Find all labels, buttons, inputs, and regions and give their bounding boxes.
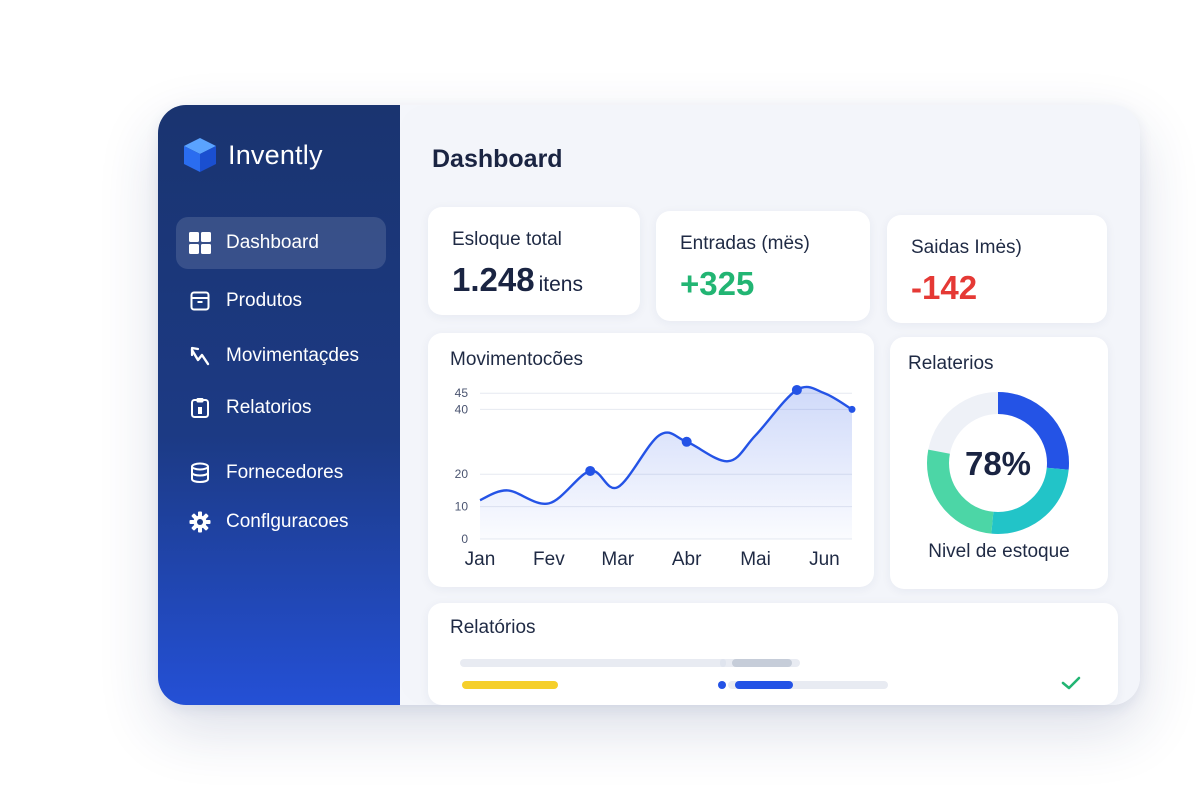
reports-card-title: Relatórios bbox=[450, 617, 536, 638]
box-icon bbox=[188, 289, 212, 313]
y-tick-label: 40 bbox=[455, 402, 469, 416]
stat-number: 1.248 bbox=[452, 261, 535, 298]
stat-label: Entradas (mës) bbox=[680, 233, 810, 254]
grid-icon bbox=[188, 231, 212, 255]
y-tick-label: 45 bbox=[455, 386, 469, 400]
stat-card-total-stock: Esloque total 1.248 itens bbox=[428, 207, 640, 315]
x-tick-label: Abr bbox=[672, 549, 702, 570]
y-tick-label: 0 bbox=[461, 532, 468, 546]
donut-segment-blue bbox=[927, 392, 1069, 534]
sidebar-item-dashboard[interactable]: Dashboard bbox=[176, 217, 386, 269]
cube-logo-icon bbox=[184, 138, 216, 172]
data-point bbox=[791, 384, 802, 395]
data-point bbox=[681, 436, 692, 447]
data-point bbox=[585, 465, 596, 476]
check-icon bbox=[1061, 676, 1081, 690]
stat-label: Saidas Imės) bbox=[911, 237, 1022, 258]
stat-value: +325 bbox=[680, 265, 755, 302]
stat-card-exits: Saidas Imės) -142 bbox=[887, 215, 1107, 323]
main-content: Dashboard Esloque total 1.248 itens Entra… bbox=[400, 105, 1140, 705]
database-icon bbox=[188, 461, 212, 485]
donut-percent-label: 78% bbox=[965, 445, 1031, 482]
donut-card-title: Relaterios bbox=[908, 353, 994, 374]
page-title: Dashboard bbox=[432, 145, 563, 173]
report-row-placeholder bbox=[460, 659, 800, 667]
chart-title: Movimentocões bbox=[450, 349, 584, 370]
movements-chart-card: Movimentocões 0 10 20 40 45 Jan Fev Mar Abr Mai Ju… bbox=[428, 333, 874, 587]
stat-card-entries: Entradas (mës) +325 bbox=[656, 211, 870, 321]
line-chart: 0 10 20 40 45 Jan Fev Mar Abr Mai Jun bbox=[455, 384, 856, 570]
report-progress-blue bbox=[735, 681, 793, 689]
donut-caption: Nivel de estoque bbox=[928, 541, 1070, 562]
sidebar-item-label: Relatorios bbox=[226, 397, 312, 418]
report-row-placeholder bbox=[728, 681, 888, 689]
sidebar-item-fornecedores[interactable]: Fornecedores bbox=[176, 447, 386, 499]
stat-value: -142 bbox=[911, 269, 978, 306]
stat-unit: itens bbox=[538, 273, 583, 296]
gear-icon bbox=[188, 510, 212, 534]
stat-value: 1.248 itens bbox=[452, 261, 583, 299]
brand[interactable]: Invently bbox=[180, 135, 323, 175]
y-tick-label: 10 bbox=[455, 500, 469, 514]
reports-card: Relatórios bbox=[428, 603, 1118, 705]
sidebar-item-label: Fornecedores bbox=[226, 462, 344, 483]
x-tick-label: Mai bbox=[740, 549, 771, 570]
donut-segment-teal bbox=[927, 392, 1069, 534]
sidebar-item-label: Movimentaçdes bbox=[226, 345, 360, 366]
report-dot bbox=[720, 659, 726, 667]
report-dot bbox=[718, 681, 726, 689]
app-window: Invently Dashboard Produtos Movimentaçde… bbox=[158, 105, 1140, 705]
sidebar-item-label: Produtos bbox=[226, 290, 303, 311]
data-point bbox=[848, 405, 856, 413]
donut-chart: 78% bbox=[927, 392, 1069, 534]
trend-arrow-icon bbox=[188, 344, 212, 368]
x-tick-label: Jun bbox=[809, 549, 840, 570]
x-tick-label: Mar bbox=[601, 549, 634, 570]
stat-label: Esloque total bbox=[452, 229, 562, 250]
area-fill bbox=[480, 386, 852, 539]
x-tick-label: Jan bbox=[465, 549, 496, 570]
y-tick-label: 20 bbox=[455, 467, 469, 481]
stock-level-card: Relaterios 78% Nivel de estoque bbox=[890, 337, 1108, 589]
report-row-placeholder bbox=[732, 659, 792, 667]
app-name: Invently bbox=[228, 139, 323, 170]
sidebar-item-movimentacoes[interactable]: Movimentaçdes bbox=[176, 330, 386, 382]
sidebar-item-configuracoes[interactable]: Conflguracoes bbox=[176, 496, 386, 548]
donut-segment-green bbox=[927, 392, 1069, 534]
sidebar-item-relatorios[interactable]: Relatorios bbox=[176, 382, 386, 434]
x-tick-label: Fev bbox=[533, 549, 565, 570]
sidebar: Invently Dashboard Produtos Movimentaçde… bbox=[158, 105, 400, 705]
sidebar-item-label: Conflguracoes bbox=[226, 511, 349, 532]
clipboard-icon bbox=[188, 396, 212, 420]
report-progress-yellow bbox=[462, 681, 558, 689]
sidebar-item-label: Dashboard bbox=[226, 232, 319, 253]
sidebar-item-produtos[interactable]: Produtos bbox=[176, 275, 386, 327]
